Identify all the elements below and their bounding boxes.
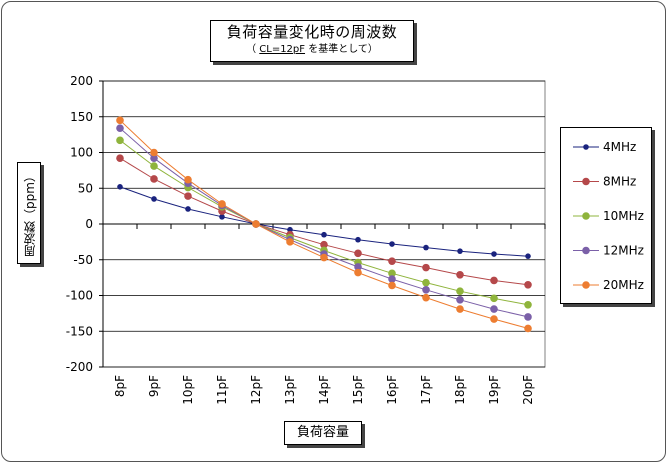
legend-20mhz-marker [582,281,590,289]
series-20mhz-point [150,148,158,157]
series-12mhz-point [388,275,396,283]
series-20mhz-point [218,200,226,208]
x-tick-label: 13pF [283,375,297,405]
series-10mhz-point [524,300,532,309]
y-tick-label: -50 [73,253,93,267]
series-4mhz-point [219,214,225,220]
series-8mhz-point [150,175,158,183]
series-4mhz-point [151,196,157,202]
series-12mhz-point [116,124,124,132]
series-10mhz-point [422,278,430,287]
series-4mhz-point [525,253,531,259]
legend-4mhz-marker [583,144,589,150]
subtitle-prefix: （ [246,44,260,55]
series-4mhz-point [389,241,395,247]
chart-subtitle: （ CL=12pF を基準として） [211,42,413,57]
series-8mhz-point [320,240,328,249]
series-4mhz-point [355,236,361,243]
legend-8mhz-label: 8MHz [603,175,636,189]
y-tick-label: 0 [85,217,93,231]
series-8mhz-point [354,249,362,258]
series-20mhz-point [388,281,396,290]
subtitle-reference: CL=12pF [259,44,306,55]
series-12mhz-point [354,263,362,271]
x-tick-label: 16pF [385,375,399,405]
y-axis-label-box: 周波数（ppm） [17,162,41,264]
x-tick-label: 20pF [521,375,535,405]
series-20mhz-point [456,305,464,313]
series-20mhz-point [116,116,124,125]
series-20mhz-point [252,220,260,228]
series-20mhz-point [524,324,532,333]
series-8mhz-point [184,192,192,200]
y-tick-label: -100 [66,289,93,303]
series-4mhz-point [117,184,123,190]
series-4mhz-point [457,248,463,254]
series-4mhz-point [287,226,293,233]
x-tick-label: 19pF [487,375,501,405]
series-12mhz-point [422,285,430,294]
chart-title-box: 負荷容量変化時の周波数 （ CL=12pF を基準として） [210,20,414,62]
x-tick-label: 17pF [419,375,433,405]
subtitle-suffix: を基準として） [305,44,378,55]
y-tick-label: -150 [66,324,93,338]
x-tick-label: 14pF [317,375,331,405]
legend-10mhz-label: 10MHz [603,209,644,223]
series-4mhz-point [185,206,191,212]
series-8mhz-point [116,154,124,163]
legend-12mhz-marker [582,246,590,255]
series-10mhz-point [388,269,396,278]
series-20mhz-point [354,268,362,277]
x-tick-label: 9pF [147,375,161,397]
series-4mhz-point [321,231,327,238]
series-20mhz-point [490,315,498,323]
series-12mhz-point [150,154,158,163]
series-20mhz-point [286,238,294,246]
legend-4mhz-label: 4MHz [603,140,636,154]
legend-20mhz-label: 20MHz [603,278,644,292]
x-axis-label-box: 負荷容量 [284,421,362,445]
x-tick-label: 10pF [181,375,195,405]
chart-title: 負荷容量変化時の周波数 [226,23,398,41]
legend-entries: 4MHz 8MHz 10MHz 12MHz 20MHz [573,140,644,292]
series-10mhz-point [456,287,464,296]
legend-10mhz-marker [582,212,590,220]
series-10mhz-point [150,162,158,170]
series-8mhz-point [388,257,396,265]
series-8mhz-point [490,276,498,285]
series-12mhz-point [524,313,532,321]
x-tick-label: 18pF [453,375,467,405]
y-tick-label: 50 [78,181,93,195]
y-tick-label: -200 [66,360,93,374]
legend-8mhz-marker [582,177,590,186]
series-20mhz-point [422,293,430,302]
series-4mhz-point [491,251,497,257]
x-tick-label: 11pF [215,375,229,405]
series-10mhz-point [490,294,498,303]
series-12mhz-point [490,305,498,313]
legend: 4MHz 8MHz 10MHz 12MHz 20MHz [560,127,652,304]
y-tick-label: 150 [70,110,93,124]
y-tick-label: 100 [70,146,93,160]
legend-12mhz-label: 12MHz [603,244,644,258]
series-8mhz-point [524,280,532,289]
series-8mhz-point [456,270,464,279]
series-12mhz-point [456,295,464,304]
y-tick-label: 200 [70,74,93,88]
x-axis-label: 負荷容量 [296,425,349,440]
x-tick-label: 8pF [113,375,127,397]
series-10mhz-point [116,136,124,145]
series-4mhz-point [423,244,429,251]
series-8mhz-point [422,263,430,272]
x-tick-label: 15pF [351,375,365,405]
x-tick-label: 12pF [249,375,263,405]
series-20mhz-point [320,253,328,262]
series-20mhz-point [184,175,192,184]
